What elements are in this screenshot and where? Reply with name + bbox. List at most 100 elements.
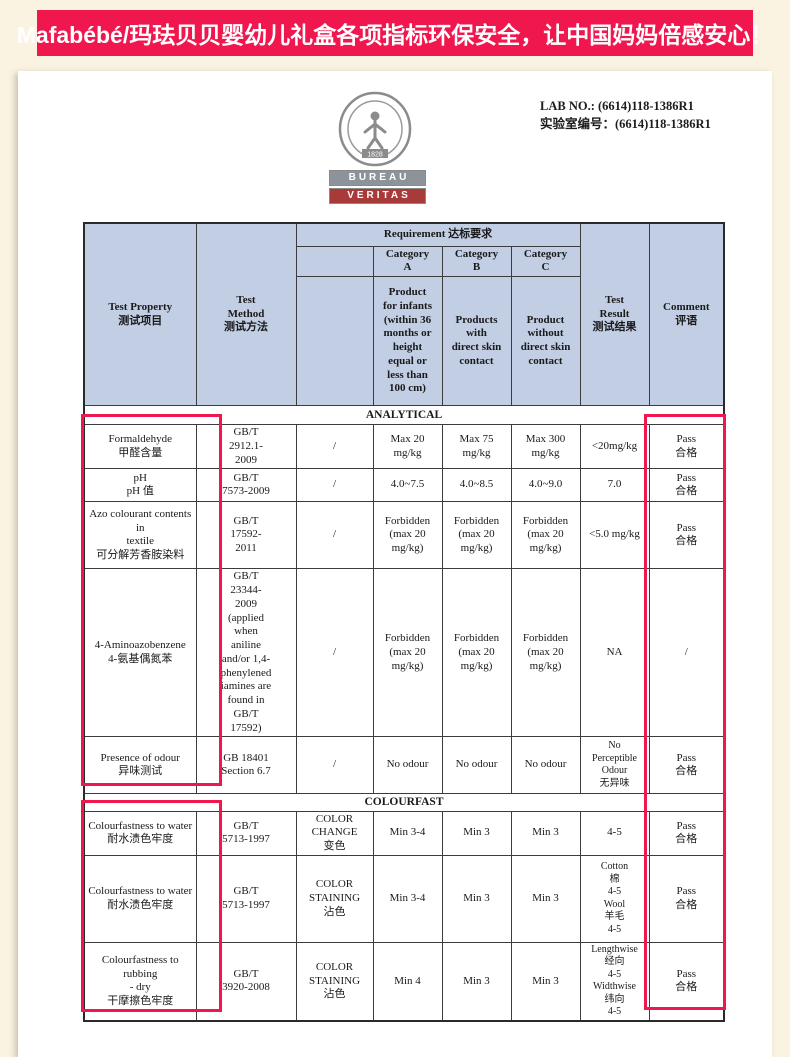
cell-method: GB/T 7573-2009 xyxy=(195,468,297,503)
table-row-odour: Presence of odour 异味测试 GB 18401 Section … xyxy=(83,736,725,795)
emblem-year: 1828 xyxy=(367,152,383,159)
cell-type: / xyxy=(295,736,374,795)
cell-type: / xyxy=(295,568,374,738)
cell-category-c: No odour xyxy=(510,736,581,795)
table-row-azo-colourant: Azo colourant contents in textile 可分解芳香胺… xyxy=(83,501,725,570)
cell-type: COLOR CHANGE 变色 xyxy=(295,810,374,856)
cell-method: GB/T 5713-1997 xyxy=(195,854,297,943)
cell-comment: Pass 合格 xyxy=(648,941,725,1022)
cell-type: / xyxy=(295,501,374,570)
cell-result: <5.0 mg/kg xyxy=(579,501,650,570)
section-label-analytical: ANALYTICAL xyxy=(83,405,725,425)
col-header-test-property: Test Property 测试项目 xyxy=(83,222,197,406)
cell-comment: Pass 合格 xyxy=(648,501,725,570)
cell-method: GB/T 2912.1- 2009 xyxy=(195,423,297,470)
col-header-category-b: Category B xyxy=(441,245,512,277)
col-header-category-c: Category C xyxy=(510,245,581,277)
cell-category-b: Min 3 xyxy=(441,810,512,856)
cell-category-a: Max 20 mg/kg xyxy=(372,423,443,470)
cell-result: 7.0 xyxy=(579,468,650,503)
cell-property: Colourfastness to rubbing - dry 干摩擦色牢度 xyxy=(83,941,197,1022)
cell-method: GB/T 3920-2008 xyxy=(195,941,297,1022)
cell-type: COLOR STAINING 沾色 xyxy=(295,941,374,1022)
promo-banner: Mafabébé/玛珐贝贝婴幼儿礼盒各项指标环保安全，让中国妈妈倍感安心！ xyxy=(17,10,773,56)
section-row-analytical: ANALYTICAL xyxy=(83,405,725,425)
header-row-2: Category A Category B Category C xyxy=(84,245,724,277)
cell-category-c: Min 3 xyxy=(510,854,581,943)
header-row-1: Test Property 测试项目 Test Method 测试方法 Requ… xyxy=(83,222,725,406)
cell-property: Formaldehyde 甲醛含量 xyxy=(83,423,197,470)
col-header-test-method: Test Method 测试方法 xyxy=(195,222,297,406)
cell-property: Presence of odour 异味测试 xyxy=(83,736,197,795)
cell-method: GB/T 23344- 2009 (applied when aniline a… xyxy=(195,568,297,738)
cell-category-a: Min 4 xyxy=(372,941,443,1022)
col-header-test-result: Test Result 测试结果 xyxy=(579,222,650,406)
cell-result: Cotton 棉 4-5 Wool 羊毛 4-5 xyxy=(579,854,650,943)
cell-type: / xyxy=(295,468,374,503)
cell-category-b: 4.0~8.5 xyxy=(441,468,512,503)
cell-method: GB/T 17592- 2011 xyxy=(195,501,297,570)
header-row-3: Product for infants (within 36 months or… xyxy=(84,276,724,406)
cell-comment: Pass 合格 xyxy=(648,854,725,943)
cell-category-c: 4.0~9.0 xyxy=(510,468,581,503)
cell-result: <20mg/kg xyxy=(579,423,650,470)
cell-comment: Pass 合格 xyxy=(648,810,725,856)
table-row-formaldehyde: Formaldehyde 甲醛含量 GB/T 2912.1- 2009 / Ma… xyxy=(83,423,725,470)
cell-type: / xyxy=(295,423,374,470)
table-row-aminoazobenzene: 4-Aminoazobenzene 4-氨基偶氮苯 GB/T 23344- 20… xyxy=(83,568,725,738)
cell-category-a: Forbidden (max 20 mg/kg) xyxy=(372,568,443,738)
cell-comment: Pass 合格 xyxy=(648,736,725,795)
cell-category-b: Min 3 xyxy=(441,854,512,943)
cell-property: pH pH 值 xyxy=(83,468,197,503)
col-header-category-a: Category A xyxy=(372,245,443,277)
logo-bureau-bar: BUREAU xyxy=(329,170,426,186)
cell-category-a: Forbidden (max 20 mg/kg) xyxy=(372,501,443,570)
cell-comment: / xyxy=(648,568,725,738)
table-row-ph: pH pH 值 GB/T 7573-2009 / 4.0~7.5 4.0~8.5… xyxy=(83,468,725,503)
bureau-veritas-logo: BUREAU VERITAS xyxy=(329,170,426,206)
test-report-table: Test Property 测试项目 Test Method 测试方法 Requ… xyxy=(83,222,726,1022)
bureau-veritas-emblem-icon: 1828 xyxy=(336,90,414,173)
table-row-water-change: Colourfastness to water 耐水渍色牢度 GB/T 5713… xyxy=(83,810,725,856)
cell-category-c: Forbidden (max 20 mg/kg) xyxy=(510,568,581,738)
col-header-requirement: Requirement 达标要求 xyxy=(295,222,581,247)
cell-method: GB 18401 Section 6.7 xyxy=(195,736,297,795)
cell-property: 4-Aminoazobenzene 4-氨基偶氮苯 xyxy=(83,568,197,738)
cell-category-b: Forbidden (max 20 mg/kg) xyxy=(441,501,512,570)
cell-result: 4-5 xyxy=(579,810,650,856)
cell-result: No Perceptible Odour 无异味 xyxy=(579,736,650,795)
cell-property: Colourfastness to water 耐水渍色牢度 xyxy=(83,810,197,856)
cell-category-b: Forbidden (max 20 mg/kg) xyxy=(441,568,512,738)
cell-category-c: Min 3 xyxy=(510,810,581,856)
col-header-category-c-desc: Product without direct skin contact xyxy=(510,276,581,406)
cell-category-b: No odour xyxy=(441,736,512,795)
cell-category-c: Forbidden (max 20 mg/kg) xyxy=(510,501,581,570)
table-row-water-staining: Colourfastness to water 耐水渍色牢度 GB/T 5713… xyxy=(83,854,725,943)
col-header-comment: Comment 评语 xyxy=(648,222,725,406)
cell-category-a: No odour xyxy=(372,736,443,795)
cell-method: GB/T 5713-1997 xyxy=(195,810,297,856)
cell-category-a: 4.0~7.5 xyxy=(372,468,443,503)
cell-result: NA xyxy=(579,568,650,738)
section-label-colourfast: COLOURFAST xyxy=(83,793,725,812)
logo-veritas-bar: VERITAS xyxy=(329,188,426,204)
col-header-category-a-desc: Product for infants (within 36 months or… xyxy=(372,276,443,406)
lab-number: LAB NO.: (6614)118-1386R1 实验室编号：(6614)11… xyxy=(540,99,711,131)
cell-type: COLOR STAINING 沾色 xyxy=(295,854,374,943)
table-row-rubbing-dry: Colourfastness to rubbing - dry 干摩擦色牢度 G… xyxy=(83,941,725,1022)
cell-result: Lengthwise 经向 4-5 Widthwise 纬向 4-5 xyxy=(579,941,650,1022)
cell-category-c: Min 3 xyxy=(510,941,581,1022)
cell-property: Azo colourant contents in textile 可分解芳香胺… xyxy=(83,501,197,570)
cell-category-b: Max 75 mg/kg xyxy=(441,423,512,470)
cell-category-b: Min 3 xyxy=(441,941,512,1022)
cell-category-c: Max 300 mg/kg xyxy=(510,423,581,470)
section-row-colourfast: COLOURFAST xyxy=(83,793,725,812)
cell-property: Colourfastness to water 耐水渍色牢度 xyxy=(83,854,197,943)
cell-category-a: Min 3-4 xyxy=(372,854,443,943)
cell-category-a: Min 3-4 xyxy=(372,810,443,856)
col-header-blank-2 xyxy=(295,276,374,406)
cell-comment: Pass 合格 xyxy=(648,468,725,503)
promo-banner-text: Mafabébé/玛珐贝贝婴幼儿礼盒各项指标环保安全，让中国妈妈倍感安心！ xyxy=(16,22,774,48)
cell-comment: Pass 合格 xyxy=(648,423,725,470)
col-header-blank xyxy=(295,245,374,277)
